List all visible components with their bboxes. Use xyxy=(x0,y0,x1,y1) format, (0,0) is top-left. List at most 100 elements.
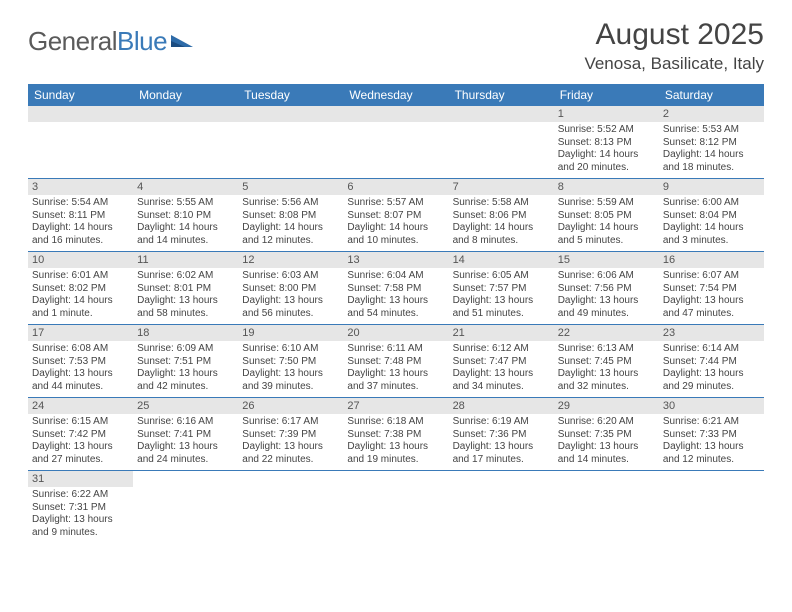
sunset-text: Sunset: 8:11 PM xyxy=(32,210,129,223)
daylight-text: Daylight: 13 hours and 58 minutes. xyxy=(137,295,234,320)
calendar-row: 10Sunrise: 6:01 AMSunset: 8:02 PMDayligh… xyxy=(28,252,764,325)
calendar-cell: 7Sunrise: 5:58 AMSunset: 8:06 PMDaylight… xyxy=(449,179,554,252)
day-content: Sunrise: 6:04 AMSunset: 7:58 PMDaylight:… xyxy=(343,268,448,324)
sunrise-text: Sunrise: 6:05 AM xyxy=(453,270,550,283)
sunset-text: Sunset: 7:36 PM xyxy=(453,429,550,442)
sunset-text: Sunset: 7:35 PM xyxy=(558,429,655,442)
sunset-text: Sunset: 8:10 PM xyxy=(137,210,234,223)
calendar-cell: 11Sunrise: 6:02 AMSunset: 8:01 PMDayligh… xyxy=(133,252,238,325)
day-number: 4 xyxy=(133,179,238,195)
day-content: Sunrise: 6:11 AMSunset: 7:48 PMDaylight:… xyxy=(343,341,448,397)
daylight-text: Daylight: 13 hours and 17 minutes. xyxy=(453,441,550,466)
sunrise-text: Sunrise: 5:55 AM xyxy=(137,197,234,210)
location: Venosa, Basilicate, Italy xyxy=(584,54,764,74)
day-content: Sunrise: 5:52 AMSunset: 8:13 PMDaylight:… xyxy=(554,122,659,178)
calendar-cell: 1Sunrise: 5:52 AMSunset: 8:13 PMDaylight… xyxy=(554,106,659,179)
calendar-cell xyxy=(28,106,133,179)
weekday-header: Wednesday xyxy=(343,84,448,106)
calendar-body: 1Sunrise: 5:52 AMSunset: 8:13 PMDaylight… xyxy=(28,106,764,543)
sunrise-text: Sunrise: 6:19 AM xyxy=(453,416,550,429)
day-content xyxy=(343,122,448,128)
day-content: Sunrise: 6:09 AMSunset: 7:51 PMDaylight:… xyxy=(133,341,238,397)
day-content xyxy=(554,487,659,493)
day-content xyxy=(343,487,448,493)
day-number: 10 xyxy=(28,252,133,268)
sunrise-text: Sunrise: 5:59 AM xyxy=(558,197,655,210)
day-content: Sunrise: 6:06 AMSunset: 7:56 PMDaylight:… xyxy=(554,268,659,324)
day-number: 12 xyxy=(238,252,343,268)
calendar-cell: 18Sunrise: 6:09 AMSunset: 7:51 PMDayligh… xyxy=(133,325,238,398)
day-content: Sunrise: 6:07 AMSunset: 7:54 PMDaylight:… xyxy=(659,268,764,324)
day-number: 14 xyxy=(449,252,554,268)
day-number xyxy=(238,106,343,122)
day-number: 5 xyxy=(238,179,343,195)
day-content: Sunrise: 6:05 AMSunset: 7:57 PMDaylight:… xyxy=(449,268,554,324)
sunset-text: Sunset: 8:07 PM xyxy=(347,210,444,223)
daylight-text: Daylight: 13 hours and 14 minutes. xyxy=(558,441,655,466)
daylight-text: Daylight: 13 hours and 12 minutes. xyxy=(663,441,760,466)
sunrise-text: Sunrise: 5:52 AM xyxy=(558,124,655,137)
daylight-text: Daylight: 13 hours and 19 minutes. xyxy=(347,441,444,466)
calendar-cell xyxy=(238,471,343,544)
sunset-text: Sunset: 7:57 PM xyxy=(453,283,550,296)
daylight-text: Daylight: 13 hours and 39 minutes. xyxy=(242,368,339,393)
daylight-text: Daylight: 13 hours and 29 minutes. xyxy=(663,368,760,393)
calendar-cell: 25Sunrise: 6:16 AMSunset: 7:41 PMDayligh… xyxy=(133,398,238,471)
day-number xyxy=(659,471,764,487)
sunset-text: Sunset: 7:31 PM xyxy=(32,502,129,515)
sunset-text: Sunset: 8:12 PM xyxy=(663,137,760,150)
calendar-table: SundayMondayTuesdayWednesdayThursdayFrid… xyxy=(28,84,764,543)
day-number: 6 xyxy=(343,179,448,195)
sunset-text: Sunset: 7:39 PM xyxy=(242,429,339,442)
day-content: Sunrise: 5:57 AMSunset: 8:07 PMDaylight:… xyxy=(343,195,448,251)
weekday-header: Thursday xyxy=(449,84,554,106)
calendar-cell xyxy=(133,471,238,544)
calendar-cell: 8Sunrise: 5:59 AMSunset: 8:05 PMDaylight… xyxy=(554,179,659,252)
daylight-text: Daylight: 13 hours and 47 minutes. xyxy=(663,295,760,320)
sunset-text: Sunset: 7:58 PM xyxy=(347,283,444,296)
sunset-text: Sunset: 7:47 PM xyxy=(453,356,550,369)
day-number: 9 xyxy=(659,179,764,195)
sunset-text: Sunset: 7:44 PM xyxy=(663,356,760,369)
sunrise-text: Sunrise: 5:53 AM xyxy=(663,124,760,137)
daylight-text: Daylight: 13 hours and 27 minutes. xyxy=(32,441,129,466)
calendar-cell: 15Sunrise: 6:06 AMSunset: 7:56 PMDayligh… xyxy=(554,252,659,325)
sunset-text: Sunset: 8:01 PM xyxy=(137,283,234,296)
day-content: Sunrise: 6:21 AMSunset: 7:33 PMDaylight:… xyxy=(659,414,764,470)
day-number xyxy=(449,471,554,487)
day-content xyxy=(238,122,343,128)
calendar-row: 3Sunrise: 5:54 AMSunset: 8:11 PMDaylight… xyxy=(28,179,764,252)
weekday-header: Monday xyxy=(133,84,238,106)
day-number xyxy=(238,471,343,487)
daylight-text: Daylight: 14 hours and 16 minutes. xyxy=(32,222,129,247)
day-number: 11 xyxy=(133,252,238,268)
month-title: August 2025 xyxy=(584,18,764,52)
sunrise-text: Sunrise: 5:56 AM xyxy=(242,197,339,210)
sunset-text: Sunset: 8:02 PM xyxy=(32,283,129,296)
day-number: 25 xyxy=(133,398,238,414)
logo-flag-icon xyxy=(169,31,197,51)
sunset-text: Sunset: 7:53 PM xyxy=(32,356,129,369)
sunset-text: Sunset: 7:51 PM xyxy=(137,356,234,369)
day-number: 7 xyxy=(449,179,554,195)
sunrise-text: Sunrise: 6:18 AM xyxy=(347,416,444,429)
day-content: Sunrise: 6:20 AMSunset: 7:35 PMDaylight:… xyxy=(554,414,659,470)
day-content: Sunrise: 6:15 AMSunset: 7:42 PMDaylight:… xyxy=(28,414,133,470)
calendar-row: 17Sunrise: 6:08 AMSunset: 7:53 PMDayligh… xyxy=(28,325,764,398)
day-content xyxy=(133,122,238,128)
sunrise-text: Sunrise: 5:57 AM xyxy=(347,197,444,210)
sunset-text: Sunset: 7:41 PM xyxy=(137,429,234,442)
daylight-text: Daylight: 14 hours and 12 minutes. xyxy=(242,222,339,247)
day-number: 2 xyxy=(659,106,764,122)
calendar-cell: 5Sunrise: 5:56 AMSunset: 8:08 PMDaylight… xyxy=(238,179,343,252)
day-content: Sunrise: 5:54 AMSunset: 8:11 PMDaylight:… xyxy=(28,195,133,251)
sunrise-text: Sunrise: 5:54 AM xyxy=(32,197,129,210)
calendar-cell: 13Sunrise: 6:04 AMSunset: 7:58 PMDayligh… xyxy=(343,252,448,325)
calendar-cell: 22Sunrise: 6:13 AMSunset: 7:45 PMDayligh… xyxy=(554,325,659,398)
calendar-cell: 10Sunrise: 6:01 AMSunset: 8:02 PMDayligh… xyxy=(28,252,133,325)
day-content xyxy=(449,487,554,493)
logo-general: General xyxy=(28,26,117,56)
calendar-cell xyxy=(554,471,659,544)
day-number: 15 xyxy=(554,252,659,268)
sunrise-text: Sunrise: 6:11 AM xyxy=(347,343,444,356)
